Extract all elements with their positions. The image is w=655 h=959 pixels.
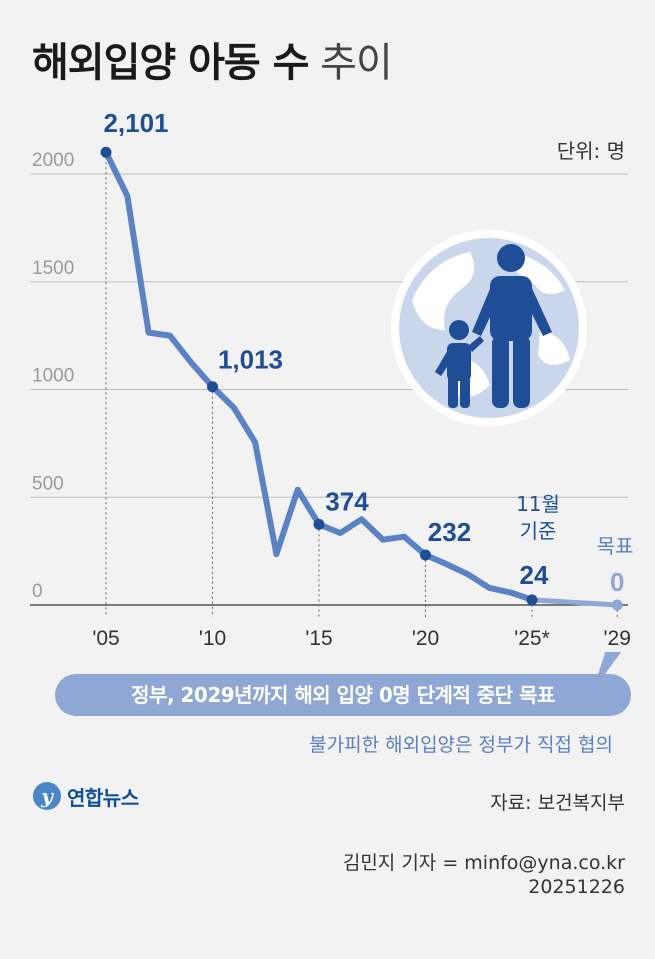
subline: 불가피한 해외입양은 정부가 직접 협의 — [309, 734, 613, 756]
title-light: 추이 — [320, 40, 393, 86]
data-label: 2,101 — [103, 108, 168, 138]
y-tick-label: 500 — [32, 473, 64, 494]
data-point — [100, 146, 112, 158]
globe-continent-4 — [538, 330, 570, 365]
globe — [399, 238, 579, 418]
data-label: 0 — [610, 567, 624, 597]
logo-text: 연합뉴스 — [67, 785, 139, 810]
target-segment — [529, 597, 620, 608]
y-tick-label: 1500 — [32, 258, 74, 279]
annotation-label: 11월 — [516, 492, 560, 516]
source-label: 자료: 보건복지부 — [490, 792, 625, 814]
data-label: 374 — [325, 486, 369, 516]
chart-title: 해외입양 아동 수 추이 — [32, 30, 393, 88]
logo-icon: y — [33, 782, 61, 810]
x-tick-label: '25* — [514, 627, 550, 650]
y-tick-label: 0 — [32, 581, 43, 602]
x-tick-label: '05 — [92, 627, 119, 650]
x-tick-label: '15 — [305, 627, 332, 650]
data-label: 232 — [428, 517, 471, 547]
y-tick-label: 2000 — [32, 150, 74, 171]
x-tick-label: '29 — [604, 627, 631, 650]
family-globe-illustration — [391, 230, 587, 426]
annotation-label: 목표 — [597, 534, 634, 558]
data-point — [526, 594, 538, 606]
date-stamp: 20251226 — [528, 876, 625, 898]
data-label: 24 — [520, 560, 549, 590]
x-tick-label: '20 — [412, 627, 439, 650]
unit-label: 단위: 명 — [556, 139, 625, 163]
globe-continent-1 — [412, 252, 475, 330]
child-figure — [435, 320, 484, 408]
x-tick-label: '10 — [199, 627, 226, 650]
annotation-label: 기준 — [520, 519, 557, 543]
y-tick-label: 1000 — [32, 366, 74, 387]
headline-banner: 정부, 2029년까지 해외 입양 0명 단계적 중단 목표 — [55, 674, 631, 716]
data-point — [420, 549, 431, 561]
data-point — [611, 599, 623, 611]
data-point — [207, 381, 218, 393]
reporter-credit: 김민지 기자 = minfo@yna.co.kr — [342, 852, 625, 874]
adult-figure — [472, 244, 552, 408]
data-point — [313, 518, 325, 530]
title-bold: 해외입양 아동 수 — [32, 40, 309, 86]
yonhap-logo: y 연합뉴스 — [33, 780, 139, 812]
data-label: 1,013 — [218, 345, 283, 375]
